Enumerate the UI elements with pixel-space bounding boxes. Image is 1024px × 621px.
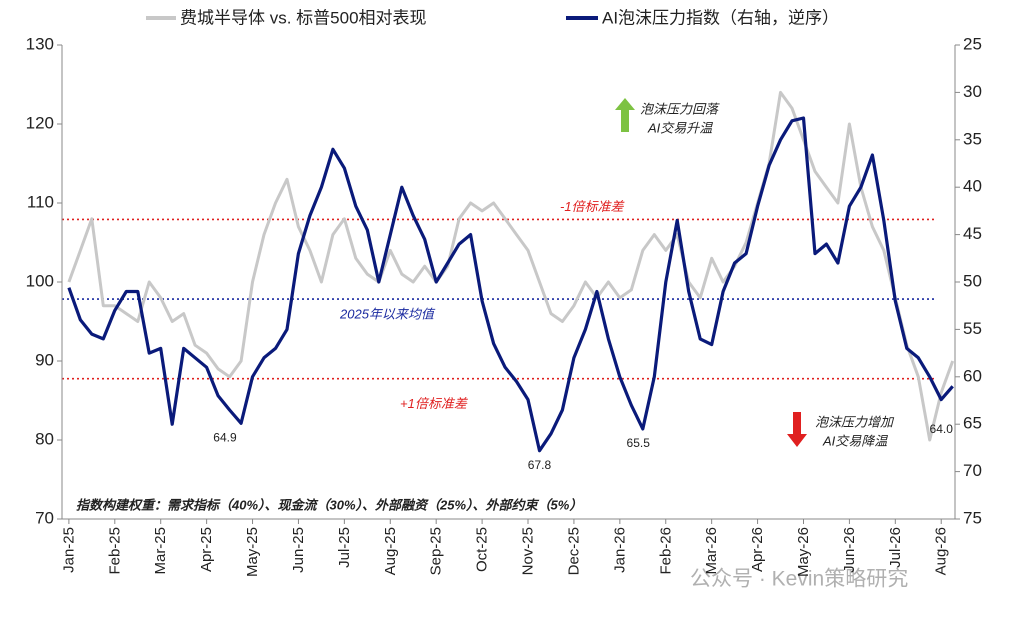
annotation: AI交易升温 xyxy=(647,120,713,135)
x-tick-label: Jan-26 xyxy=(611,527,628,573)
legend-label: AI泡沫压力指数（右轴，逆序） xyxy=(602,8,839,27)
y-tick-label: 90 xyxy=(35,350,54,369)
reference-label: -1倍标准差 xyxy=(560,199,626,214)
y-tick-label: 80 xyxy=(35,429,54,448)
y-tick-label: 70 xyxy=(35,508,54,527)
x-tick-label: May-25 xyxy=(244,527,261,577)
x-tick-label: Apr-26 xyxy=(749,527,766,572)
y-tick-label: 100 xyxy=(26,271,54,290)
x-tick-label: Feb-26 xyxy=(657,527,674,575)
down-arrow xyxy=(787,412,807,447)
y2-tick-label: 65 xyxy=(963,414,982,433)
y2-tick-label: 70 xyxy=(963,461,982,480)
x-tick-label: Jun-25 xyxy=(290,527,307,573)
y2-tick-label: 45 xyxy=(963,224,982,243)
point-label: 64.9 xyxy=(213,430,237,444)
reference-label: 2025年以来均值 xyxy=(339,307,436,322)
x-tick-label: May-26 xyxy=(795,527,812,577)
y2-tick-label: 60 xyxy=(963,366,982,385)
x-tick-label: Nov-25 xyxy=(520,527,537,575)
point-label: 67.8 xyxy=(528,458,552,472)
reference-label: +1倍标准差 xyxy=(400,396,469,411)
y2-tick-label: 25 xyxy=(963,34,982,53)
point-label: 64.0 xyxy=(930,422,954,436)
y2-tick-label: 30 xyxy=(963,82,982,101)
y2-tick-label: 50 xyxy=(963,271,982,290)
x-tick-label: Mar-25 xyxy=(152,527,169,575)
legend-label: 费城半导体 vs. 标普500相对表现 xyxy=(180,8,427,27)
y2-tick-label: 35 xyxy=(963,129,982,148)
x-tick-label: Aug-25 xyxy=(382,527,399,575)
x-tick-label: Feb-25 xyxy=(106,527,123,575)
annotation: 泡沫压力回落 xyxy=(640,101,720,116)
y2-tick-label: 55 xyxy=(963,319,982,338)
y-tick-label: 130 xyxy=(26,34,54,53)
point-label: 65.5 xyxy=(627,436,651,450)
x-tick-label: Aug-26 xyxy=(933,527,950,575)
x-tick-label: Mar-26 xyxy=(703,527,720,575)
y2-tick-label: 40 xyxy=(963,177,982,196)
x-tick-label: Jul-26 xyxy=(887,527,904,568)
y2-tick-label: 75 xyxy=(963,508,982,527)
x-tick-label: Jul-25 xyxy=(336,527,353,568)
annotation: 泡沫压力增加 xyxy=(815,414,895,429)
x-tick-label: Sep-25 xyxy=(428,527,445,575)
annotation: AI交易降温 xyxy=(822,433,888,448)
x-tick-label: Jun-26 xyxy=(841,527,858,573)
note: 指数构建权重：需求指标（40%）、现金流（30%）、外部融资（25%）、外部约束… xyxy=(76,497,582,512)
x-tick-label: Oct-25 xyxy=(474,527,491,572)
x-tick-label: Dec-25 xyxy=(565,527,582,575)
up-arrow xyxy=(615,98,635,132)
series-line xyxy=(67,116,954,453)
watermark: 公众号 · Kevin策略研究 xyxy=(690,568,908,591)
x-tick-label: Apr-25 xyxy=(198,527,215,572)
x-tick-label: Jan-25 xyxy=(60,527,77,573)
y-tick-label: 110 xyxy=(27,192,54,211)
y-tick-label: 120 xyxy=(26,113,54,132)
